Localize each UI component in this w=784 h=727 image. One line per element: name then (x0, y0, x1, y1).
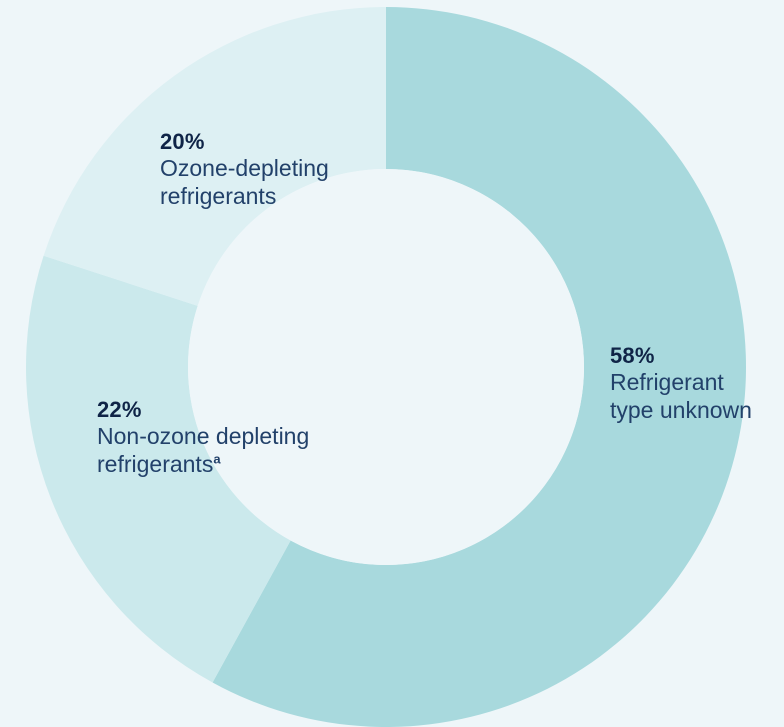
slice-text-line: Non-ozone depleting (97, 423, 310, 450)
donut-hole (188, 169, 584, 565)
slice-text-line: refrigerants (160, 182, 277, 209)
slice-text: refrigerants (97, 450, 214, 477)
slice-label-refrigerant-type-unknown: 58% Refrigerant type unknown (610, 343, 752, 425)
slice-percent: 58% (610, 343, 655, 368)
slice-text-line: Refrigerant (610, 369, 724, 396)
slice-percent: 20% (160, 129, 205, 154)
slice-text-line-with-footnote: refrigerantsa (97, 451, 309, 479)
donut-slice-1 (25, 255, 291, 683)
slice-text-line: type unknown (610, 396, 752, 423)
donut-slice-0 (212, 7, 747, 727)
slice-label-non-ozone-depleting: 22% Non-ozone depleting refrigerantsa (97, 397, 309, 479)
slice-label-ozone-depleting: 20% Ozone-depleting refrigerants (160, 129, 329, 211)
footnote-marker: a (213, 451, 221, 467)
slice-text-line: Ozone-depleting (160, 155, 329, 182)
donut-slice-2 (43, 7, 386, 306)
slice-percent: 22% (97, 397, 142, 422)
